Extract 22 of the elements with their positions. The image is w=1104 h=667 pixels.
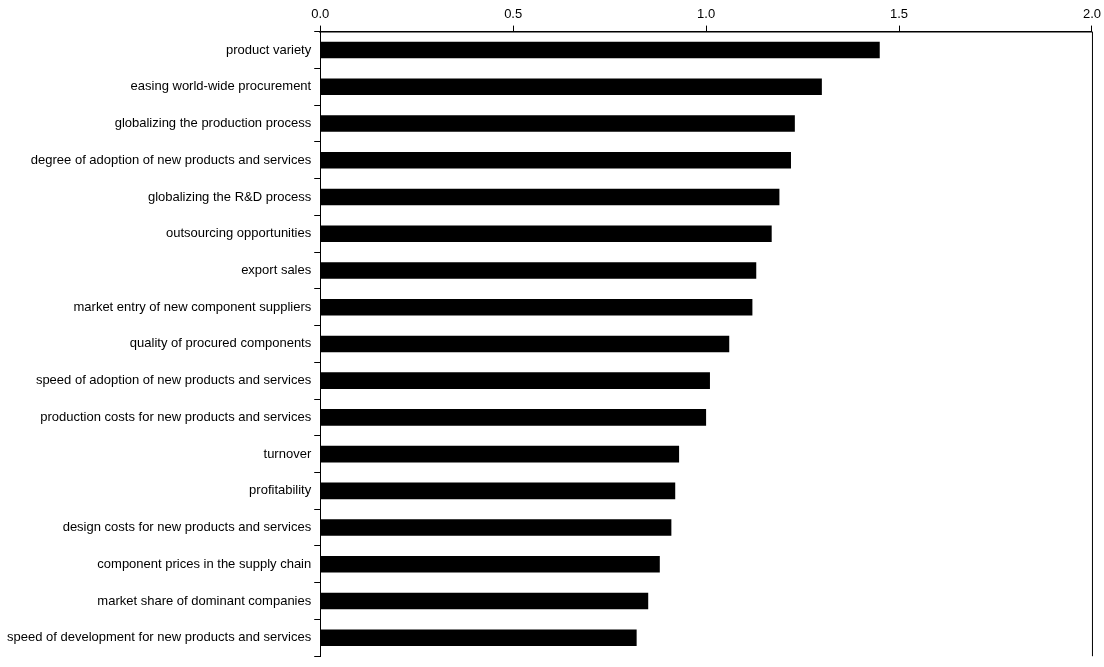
x-tick-label: 0.0 (311, 6, 330, 22)
y-tick-label: market entry of new component suppliers (73, 298, 312, 314)
y-tick-label: export sales (241, 262, 312, 277)
y-tick-label: easing world-wide procurement (130, 78, 312, 94)
x-tick-label: 1.5 (889, 6, 909, 22)
y-tick-label: globalizing the production process (114, 115, 312, 131)
y-tick-label: speed of development for new products and services (7, 629, 312, 645)
y-tick-label: component prices in the supply chain (97, 555, 312, 571)
y-tick-label: turnover (263, 445, 312, 461)
x-tick-label: 2.0 (1082, 6, 1101, 22)
y-tick-label: quality of procured components (129, 335, 312, 351)
y-tick-label: product variety (225, 41, 312, 57)
y-tick-label: profitability (249, 482, 312, 498)
y-tick-label: speed of adoption of new products and services (35, 372, 312, 388)
x-tick-label: 1.0 (697, 6, 716, 22)
y-tick-label: degree of adoption of new products and services (30, 151, 312, 167)
x-tick-label: 0.5 (504, 6, 523, 22)
y-tick-label: production costs for new products and services (40, 408, 312, 424)
y-tick-label: design costs for new products and services (62, 519, 312, 535)
y-tick-label: outsourcing opportunities (165, 225, 312, 241)
y-tick-label: globalizing the R&D process (147, 188, 312, 204)
y-tick-label: market share of dominant companies (97, 592, 312, 608)
